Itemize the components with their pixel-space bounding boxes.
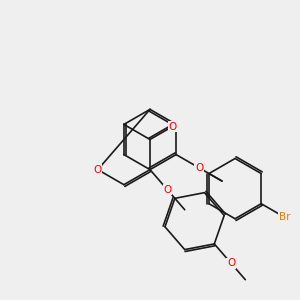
Text: O: O [227,258,235,268]
Text: O: O [94,165,102,175]
Text: O: O [168,122,176,132]
Text: Br: Br [279,212,290,222]
Text: O: O [195,163,203,173]
Text: O: O [163,185,172,195]
